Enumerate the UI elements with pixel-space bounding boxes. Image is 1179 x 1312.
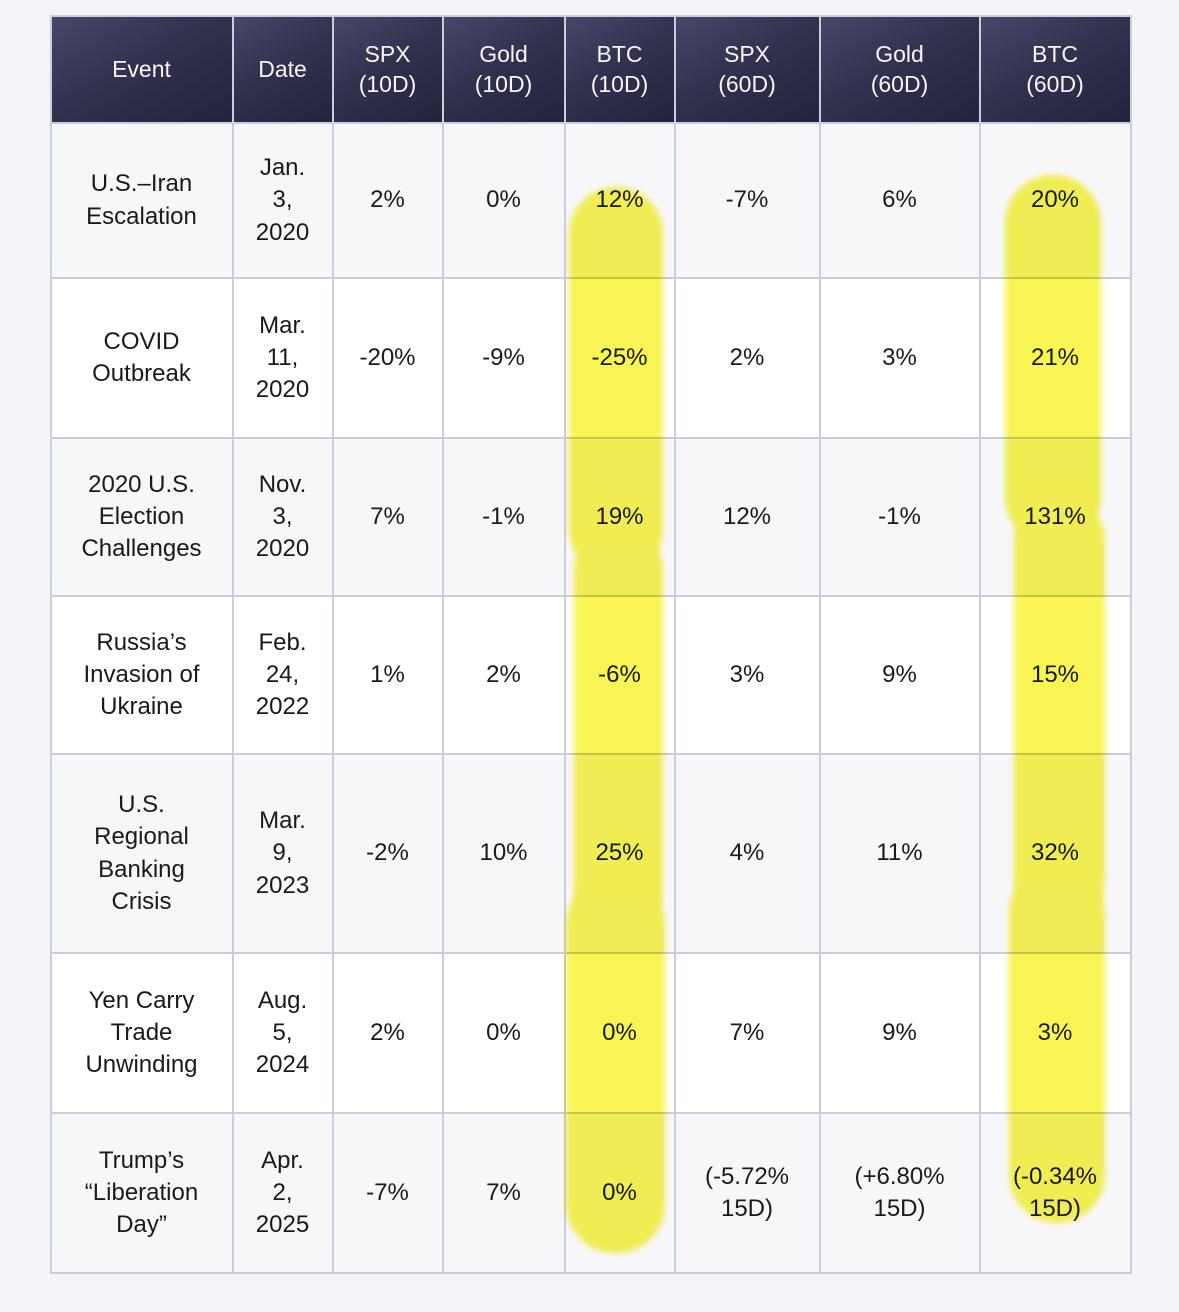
cell-date: Apr. 2, 2025: [231, 1112, 334, 1274]
cell-gold-10d: -1%: [441, 437, 566, 597]
cell-gold-10d: 0%: [441, 122, 566, 279]
cell-date: Aug. 5, 2024: [231, 952, 334, 1114]
cell-spx-60d: 2%: [673, 277, 821, 439]
header-spx-60d: SPX (60D): [673, 15, 821, 124]
cell-event: COVID Outbreak: [49, 277, 234, 439]
cell-btc-10d: 19%: [563, 437, 676, 597]
cell-btc-10d: -6%: [563, 595, 676, 755]
cell-spx-10d: 1%: [331, 595, 444, 755]
cell-btc-10d: 12%: [563, 122, 676, 279]
cell-gold-10d: 10%: [441, 753, 566, 954]
cell-date: Feb. 24, 2022: [231, 595, 334, 755]
cell-gold-60d: 11%: [818, 753, 981, 954]
cell-btc-10d: 25%: [563, 753, 676, 954]
cell-btc-10d: 0%: [563, 1112, 676, 1274]
cell-spx-10d: -20%: [331, 277, 444, 439]
table-row: U.S. Regional Banking Crisis Mar. 9, 202…: [49, 753, 1132, 954]
cell-btc-10d: -25%: [563, 277, 676, 439]
cell-spx-10d: 2%: [331, 952, 444, 1114]
cell-event: Yen Carry Trade Unwinding: [49, 952, 234, 1114]
cell-spx-60d: 4%: [673, 753, 821, 954]
table-row: Russia’s Invasion of Ukraine Feb. 24, 20…: [49, 595, 1132, 755]
cell-spx-60d: 7%: [673, 952, 821, 1114]
cell-gold-10d: -9%: [441, 277, 566, 439]
cell-gold-10d: 7%: [441, 1112, 566, 1274]
cell-date: Nov. 3, 2020: [231, 437, 334, 597]
cell-gold-60d: 6%: [818, 122, 981, 279]
cell-gold-60d: 9%: [818, 952, 981, 1114]
cell-btc-60d: 20%: [978, 122, 1132, 279]
header-date: Date: [231, 15, 334, 124]
cell-btc-60d: 21%: [978, 277, 1132, 439]
cell-date: Mar. 11, 2020: [231, 277, 334, 439]
cell-spx-10d: 2%: [331, 122, 444, 279]
cell-date: Jan. 3, 2020: [231, 122, 334, 279]
table-row: U.S.–Iran Escalation Jan. 3, 2020 2% 0% …: [49, 122, 1132, 279]
cell-gold-60d: -1%: [818, 437, 981, 597]
cell-gold-60d: (+6.80% 15D): [818, 1112, 981, 1274]
cell-event: U.S.–Iran Escalation: [49, 122, 234, 279]
cell-event: U.S. Regional Banking Crisis: [49, 753, 234, 954]
cell-date: Mar. 9, 2023: [231, 753, 334, 954]
cell-gold-60d: 9%: [818, 595, 981, 755]
table-body: U.S.–Iran Escalation Jan. 3, 2020 2% 0% …: [49, 122, 1132, 1274]
cell-btc-60d: 3%: [978, 952, 1132, 1114]
header-spx-10d: SPX (10D): [331, 15, 444, 124]
event-market-table-wrap: Event Date SPX (10D) Gold (10D) BTC (10D…: [49, 15, 1132, 1274]
header-row: Event Date SPX (10D) Gold (10D) BTC (10D…: [49, 15, 1132, 124]
cell-spx-60d: (-5.72% 15D): [673, 1112, 821, 1274]
table-row: COVID Outbreak Mar. 11, 2020 -20% -9% -2…: [49, 277, 1132, 439]
header-btc-10d: BTC (10D): [563, 15, 676, 124]
table-row: Yen Carry Trade Unwinding Aug. 5, 2024 2…: [49, 952, 1132, 1114]
table-row: 2020 U.S. Election Challenges Nov. 3, 20…: [49, 437, 1132, 597]
cell-btc-10d: 0%: [563, 952, 676, 1114]
table-row: Trump’s “Liberation Day” Apr. 2, 2025 -7…: [49, 1112, 1132, 1274]
cell-btc-60d: (-0.34% 15D): [978, 1112, 1132, 1274]
header-gold-10d: Gold (10D): [441, 15, 566, 124]
table-header: Event Date SPX (10D) Gold (10D) BTC (10D…: [49, 15, 1132, 124]
cell-event: Trump’s “Liberation Day”: [49, 1112, 234, 1274]
cell-event: 2020 U.S. Election Challenges: [49, 437, 234, 597]
cell-spx-60d: -7%: [673, 122, 821, 279]
cell-spx-60d: 3%: [673, 595, 821, 755]
event-market-table: Event Date SPX (10D) Gold (10D) BTC (10D…: [49, 15, 1132, 1274]
cell-gold-60d: 3%: [818, 277, 981, 439]
cell-btc-60d: 15%: [978, 595, 1132, 755]
header-event: Event: [49, 15, 234, 124]
cell-spx-10d: 7%: [331, 437, 444, 597]
cell-event: Russia’s Invasion of Ukraine: [49, 595, 234, 755]
cell-spx-60d: 12%: [673, 437, 821, 597]
header-gold-60d: Gold (60D): [818, 15, 981, 124]
cell-spx-10d: -7%: [331, 1112, 444, 1274]
cell-gold-10d: 2%: [441, 595, 566, 755]
cell-gold-10d: 0%: [441, 952, 566, 1114]
cell-spx-10d: -2%: [331, 753, 444, 954]
header-btc-60d: BTC (60D): [978, 15, 1132, 124]
cell-btc-60d: 32%: [978, 753, 1132, 954]
cell-btc-60d: 131%: [978, 437, 1132, 597]
